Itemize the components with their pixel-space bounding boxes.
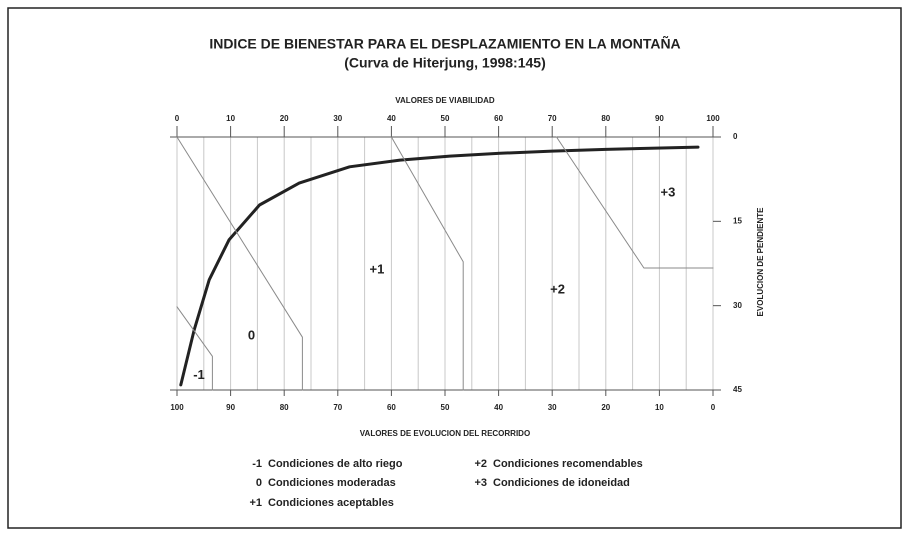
x-tick-label: 30: [333, 114, 342, 123]
x-tick-label: 100: [706, 114, 720, 123]
x-tick-label: 10: [226, 114, 235, 123]
frame: [7, 7, 902, 529]
x2-tick-label: 0: [711, 403, 716, 412]
series-line: [179, 145, 700, 387]
zone-label: +2: [550, 281, 565, 296]
series-line: [176, 136, 303, 391]
x2-tick-label: 40: [494, 403, 503, 412]
x2-tick-label: 20: [601, 403, 610, 412]
zone-label: +1: [370, 262, 385, 277]
y-axis-label: EVOLUCION DE PENDIENTE: [756, 207, 765, 317]
x2-tick-label: 100: [170, 403, 184, 412]
x-axis-label: VALORES DE VIABILIDAD: [395, 96, 495, 105]
x-tick-label: 0: [175, 114, 180, 123]
zone-label: +3: [661, 185, 676, 200]
series-line: [176, 306, 213, 391]
y-tick-label: 15: [733, 216, 742, 225]
legend-symbol: +1: [249, 497, 262, 509]
chart-subtitle: (Curva de Hiterjung, 1998:145): [344, 55, 546, 71]
x-tick-label: 40: [387, 114, 396, 123]
y-tick-label: 30: [733, 301, 742, 310]
x2-tick-label: 10: [655, 403, 664, 412]
x2-tick-label: 60: [387, 403, 396, 412]
legend-text: Condiciones de idoneidad: [493, 477, 630, 489]
x-tick-label: 80: [601, 114, 610, 123]
legend-text: Condiciones moderadas: [268, 477, 396, 489]
x-tick-label: 20: [280, 114, 289, 123]
series-line: [390, 136, 464, 391]
x2-tick-label: 70: [333, 403, 342, 412]
x2-axis-label: VALORES DE EVOLUCION DEL RECORRIDO: [360, 429, 530, 438]
legend-text: Condiciones aceptables: [268, 497, 394, 509]
x-tick-label: 90: [655, 114, 664, 123]
legend-text: Condiciones de alto riego: [268, 458, 403, 470]
x2-tick-label: 50: [441, 403, 450, 412]
x2-tick-label: 80: [280, 403, 289, 412]
x-tick-label: 60: [494, 114, 503, 123]
x-tick-label: 50: [441, 114, 450, 123]
y-tick-label: 0: [733, 132, 738, 141]
zone-label: 0: [248, 327, 255, 342]
x-tick-label: 70: [548, 114, 557, 123]
legend-text: Condiciones recomendables: [493, 458, 643, 470]
zone-label: -1: [193, 367, 205, 382]
legend-symbol: +2: [474, 458, 487, 470]
legend-symbol: -1: [252, 458, 262, 470]
legend-symbol: 0: [256, 477, 262, 489]
legend-symbol: +3: [474, 477, 487, 489]
series-line: [556, 136, 714, 269]
chart-title: INDICE DE BIENESTAR PARA EL DESPLAZAMIEN…: [209, 35, 680, 52]
y-tick-label: 45: [733, 385, 742, 394]
x2-tick-label: 90: [226, 403, 235, 412]
x2-tick-label: 30: [548, 403, 557, 412]
